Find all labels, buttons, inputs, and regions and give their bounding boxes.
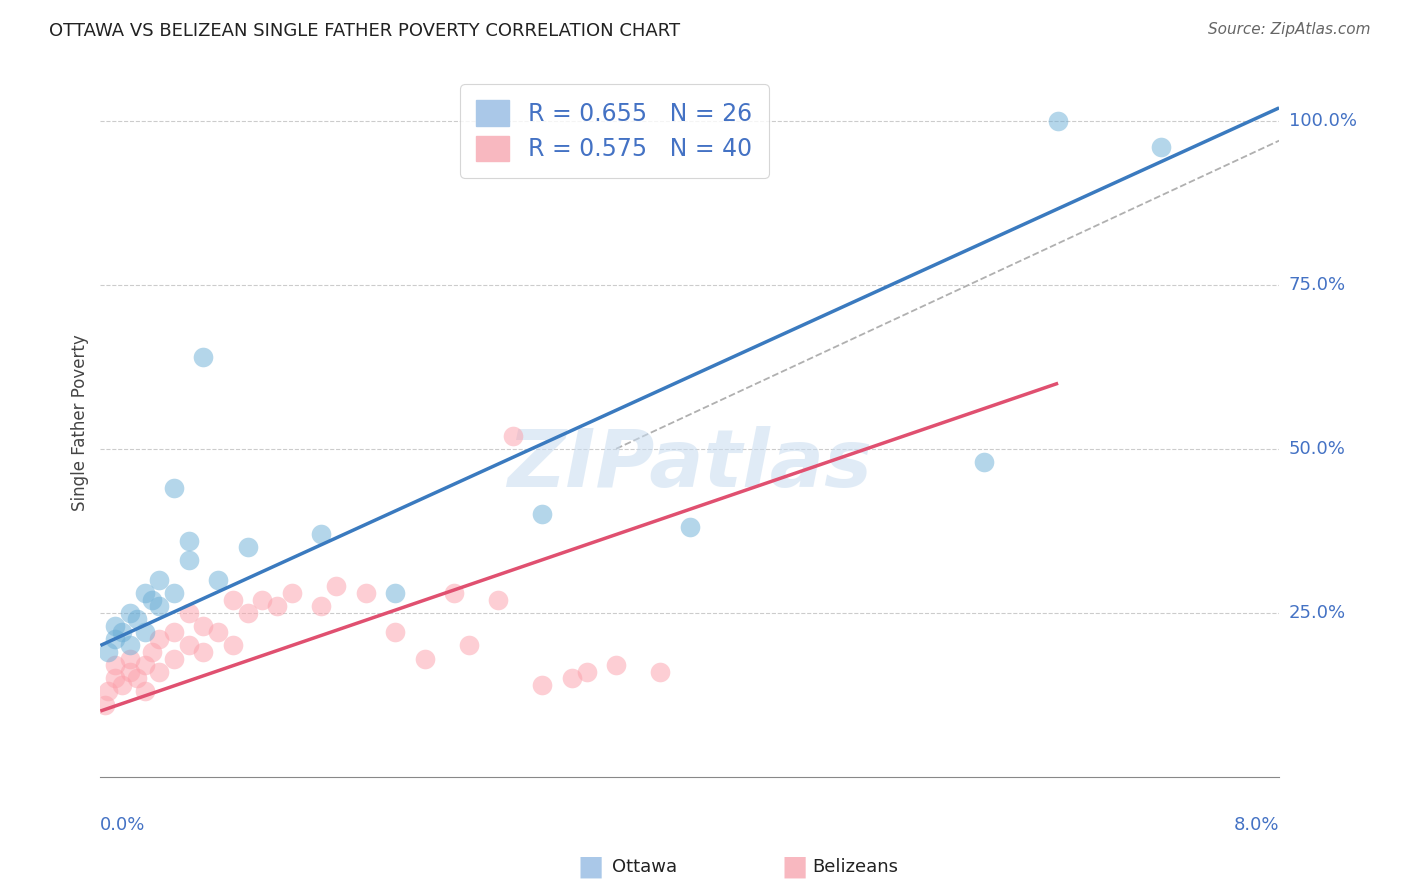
Point bbox=[163, 481, 186, 495]
Point bbox=[222, 592, 245, 607]
Text: 0.0%: 0.0% bbox=[100, 815, 146, 833]
Point bbox=[141, 592, 163, 607]
Point bbox=[311, 599, 333, 614]
Point bbox=[111, 625, 134, 640]
Point bbox=[97, 684, 120, 698]
Point bbox=[148, 599, 170, 614]
Point bbox=[443, 586, 465, 600]
Point bbox=[148, 665, 170, 679]
Point bbox=[679, 520, 702, 534]
Point bbox=[177, 639, 200, 653]
Point bbox=[1047, 114, 1070, 128]
Text: 100.0%: 100.0% bbox=[1288, 112, 1357, 130]
Legend: R = 0.655   N = 26, R = 0.575   N = 40: R = 0.655 N = 26, R = 0.575 N = 40 bbox=[460, 84, 769, 178]
Point bbox=[325, 579, 347, 593]
Text: ■: ■ bbox=[578, 853, 603, 881]
Point bbox=[118, 639, 141, 653]
Point bbox=[457, 639, 479, 653]
Point bbox=[973, 455, 995, 469]
Point bbox=[118, 665, 141, 679]
Point bbox=[193, 350, 215, 364]
Point bbox=[605, 658, 627, 673]
Point bbox=[177, 533, 200, 548]
Point bbox=[236, 540, 259, 554]
Point bbox=[502, 428, 524, 442]
Point bbox=[486, 592, 509, 607]
Point bbox=[561, 671, 583, 685]
Point bbox=[104, 671, 127, 685]
Point bbox=[163, 625, 186, 640]
Point bbox=[252, 592, 274, 607]
Text: Source: ZipAtlas.com: Source: ZipAtlas.com bbox=[1208, 22, 1371, 37]
Point bbox=[207, 625, 229, 640]
Text: ■: ■ bbox=[782, 853, 807, 881]
Point bbox=[193, 619, 215, 633]
Point bbox=[177, 553, 200, 567]
Point bbox=[134, 658, 156, 673]
Text: Ottawa: Ottawa bbox=[612, 858, 676, 876]
Point bbox=[354, 586, 377, 600]
Point bbox=[575, 665, 598, 679]
Point bbox=[193, 645, 215, 659]
Point bbox=[384, 625, 406, 640]
Point bbox=[127, 612, 149, 626]
Point bbox=[177, 606, 200, 620]
Point bbox=[531, 678, 554, 692]
Point bbox=[384, 586, 406, 600]
Point bbox=[281, 586, 304, 600]
Y-axis label: Single Father Poverty: Single Father Poverty bbox=[72, 334, 89, 511]
Point bbox=[118, 651, 141, 665]
Point bbox=[118, 606, 141, 620]
Text: 75.0%: 75.0% bbox=[1288, 276, 1346, 293]
Point bbox=[97, 645, 120, 659]
Point bbox=[111, 678, 134, 692]
Point bbox=[413, 651, 436, 665]
Point bbox=[104, 658, 127, 673]
Point bbox=[104, 619, 127, 633]
Point bbox=[207, 573, 229, 587]
Text: OTTAWA VS BELIZEAN SINGLE FATHER POVERTY CORRELATION CHART: OTTAWA VS BELIZEAN SINGLE FATHER POVERTY… bbox=[49, 22, 681, 40]
Text: ZIPatlas: ZIPatlas bbox=[508, 426, 872, 504]
Point bbox=[134, 625, 156, 640]
Point bbox=[141, 645, 163, 659]
Point bbox=[236, 606, 259, 620]
Text: 50.0%: 50.0% bbox=[1288, 440, 1346, 458]
Text: 25.0%: 25.0% bbox=[1288, 604, 1346, 622]
Point bbox=[148, 573, 170, 587]
Text: Belizeans: Belizeans bbox=[813, 858, 898, 876]
Point bbox=[94, 698, 117, 712]
Point bbox=[148, 632, 170, 646]
Point bbox=[134, 586, 156, 600]
Point bbox=[266, 599, 288, 614]
Point bbox=[1150, 140, 1173, 154]
Text: 8.0%: 8.0% bbox=[1233, 815, 1279, 833]
Point bbox=[163, 651, 186, 665]
Point bbox=[104, 632, 127, 646]
Point bbox=[127, 671, 149, 685]
Point bbox=[650, 665, 672, 679]
Point bbox=[163, 586, 186, 600]
Point bbox=[134, 684, 156, 698]
Point bbox=[531, 508, 554, 522]
Point bbox=[311, 527, 333, 541]
Point bbox=[222, 639, 245, 653]
